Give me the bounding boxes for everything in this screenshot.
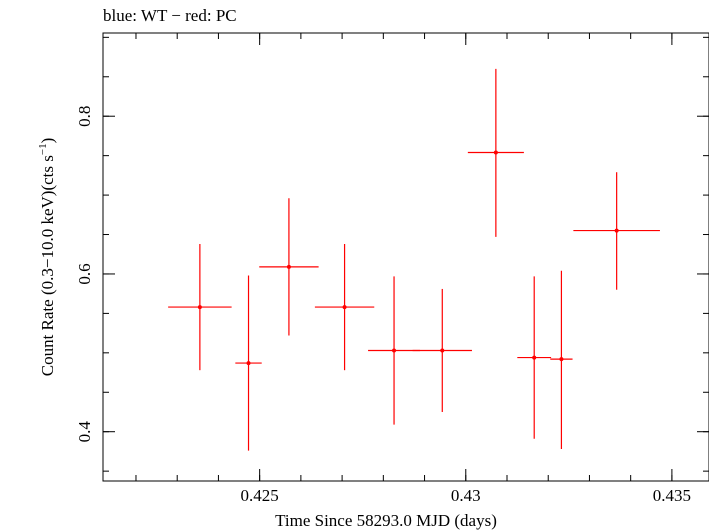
y-tick-label: 0.8: [75, 106, 94, 127]
y-tick-label: 0.4: [75, 421, 94, 443]
x-axis-ticks: 0.425 0.43 0.435: [135, 33, 691, 505]
y-tick-label: 0.6: [75, 263, 94, 284]
y-axis-label: Count Rate (0.3−10.0 keV)(cts s−1): [37, 138, 57, 377]
x-tick-label: 0.435: [653, 486, 691, 505]
y-axis-label-superscript: −1: [37, 143, 49, 155]
data-point: [614, 228, 619, 233]
y-axis-ticks: 0.4 0.6 0.8: [75, 36, 709, 472]
x-tick-label: 0.43: [451, 486, 481, 505]
data-point: [342, 305, 347, 310]
data-point: [532, 355, 537, 360]
chart-title: blue: WT − red: PC: [103, 6, 237, 25]
data-point: [197, 305, 202, 310]
data-point: [392, 348, 397, 353]
x-axis-label: Time Since 58293.0 MJD (days): [275, 511, 497, 530]
y-axis-label-close: ): [38, 138, 57, 144]
data-point: [286, 264, 291, 269]
data-point: [559, 357, 564, 362]
data-point: [493, 150, 498, 155]
x-tick-label: 0.425: [241, 486, 279, 505]
plot-frame: [102, 32, 709, 482]
y-axis-label-main: Count Rate (0.3−10.0 keV)(cts s: [38, 155, 57, 376]
data-point: [440, 348, 445, 353]
data-point: [246, 361, 251, 366]
data-points: [168, 68, 660, 451]
